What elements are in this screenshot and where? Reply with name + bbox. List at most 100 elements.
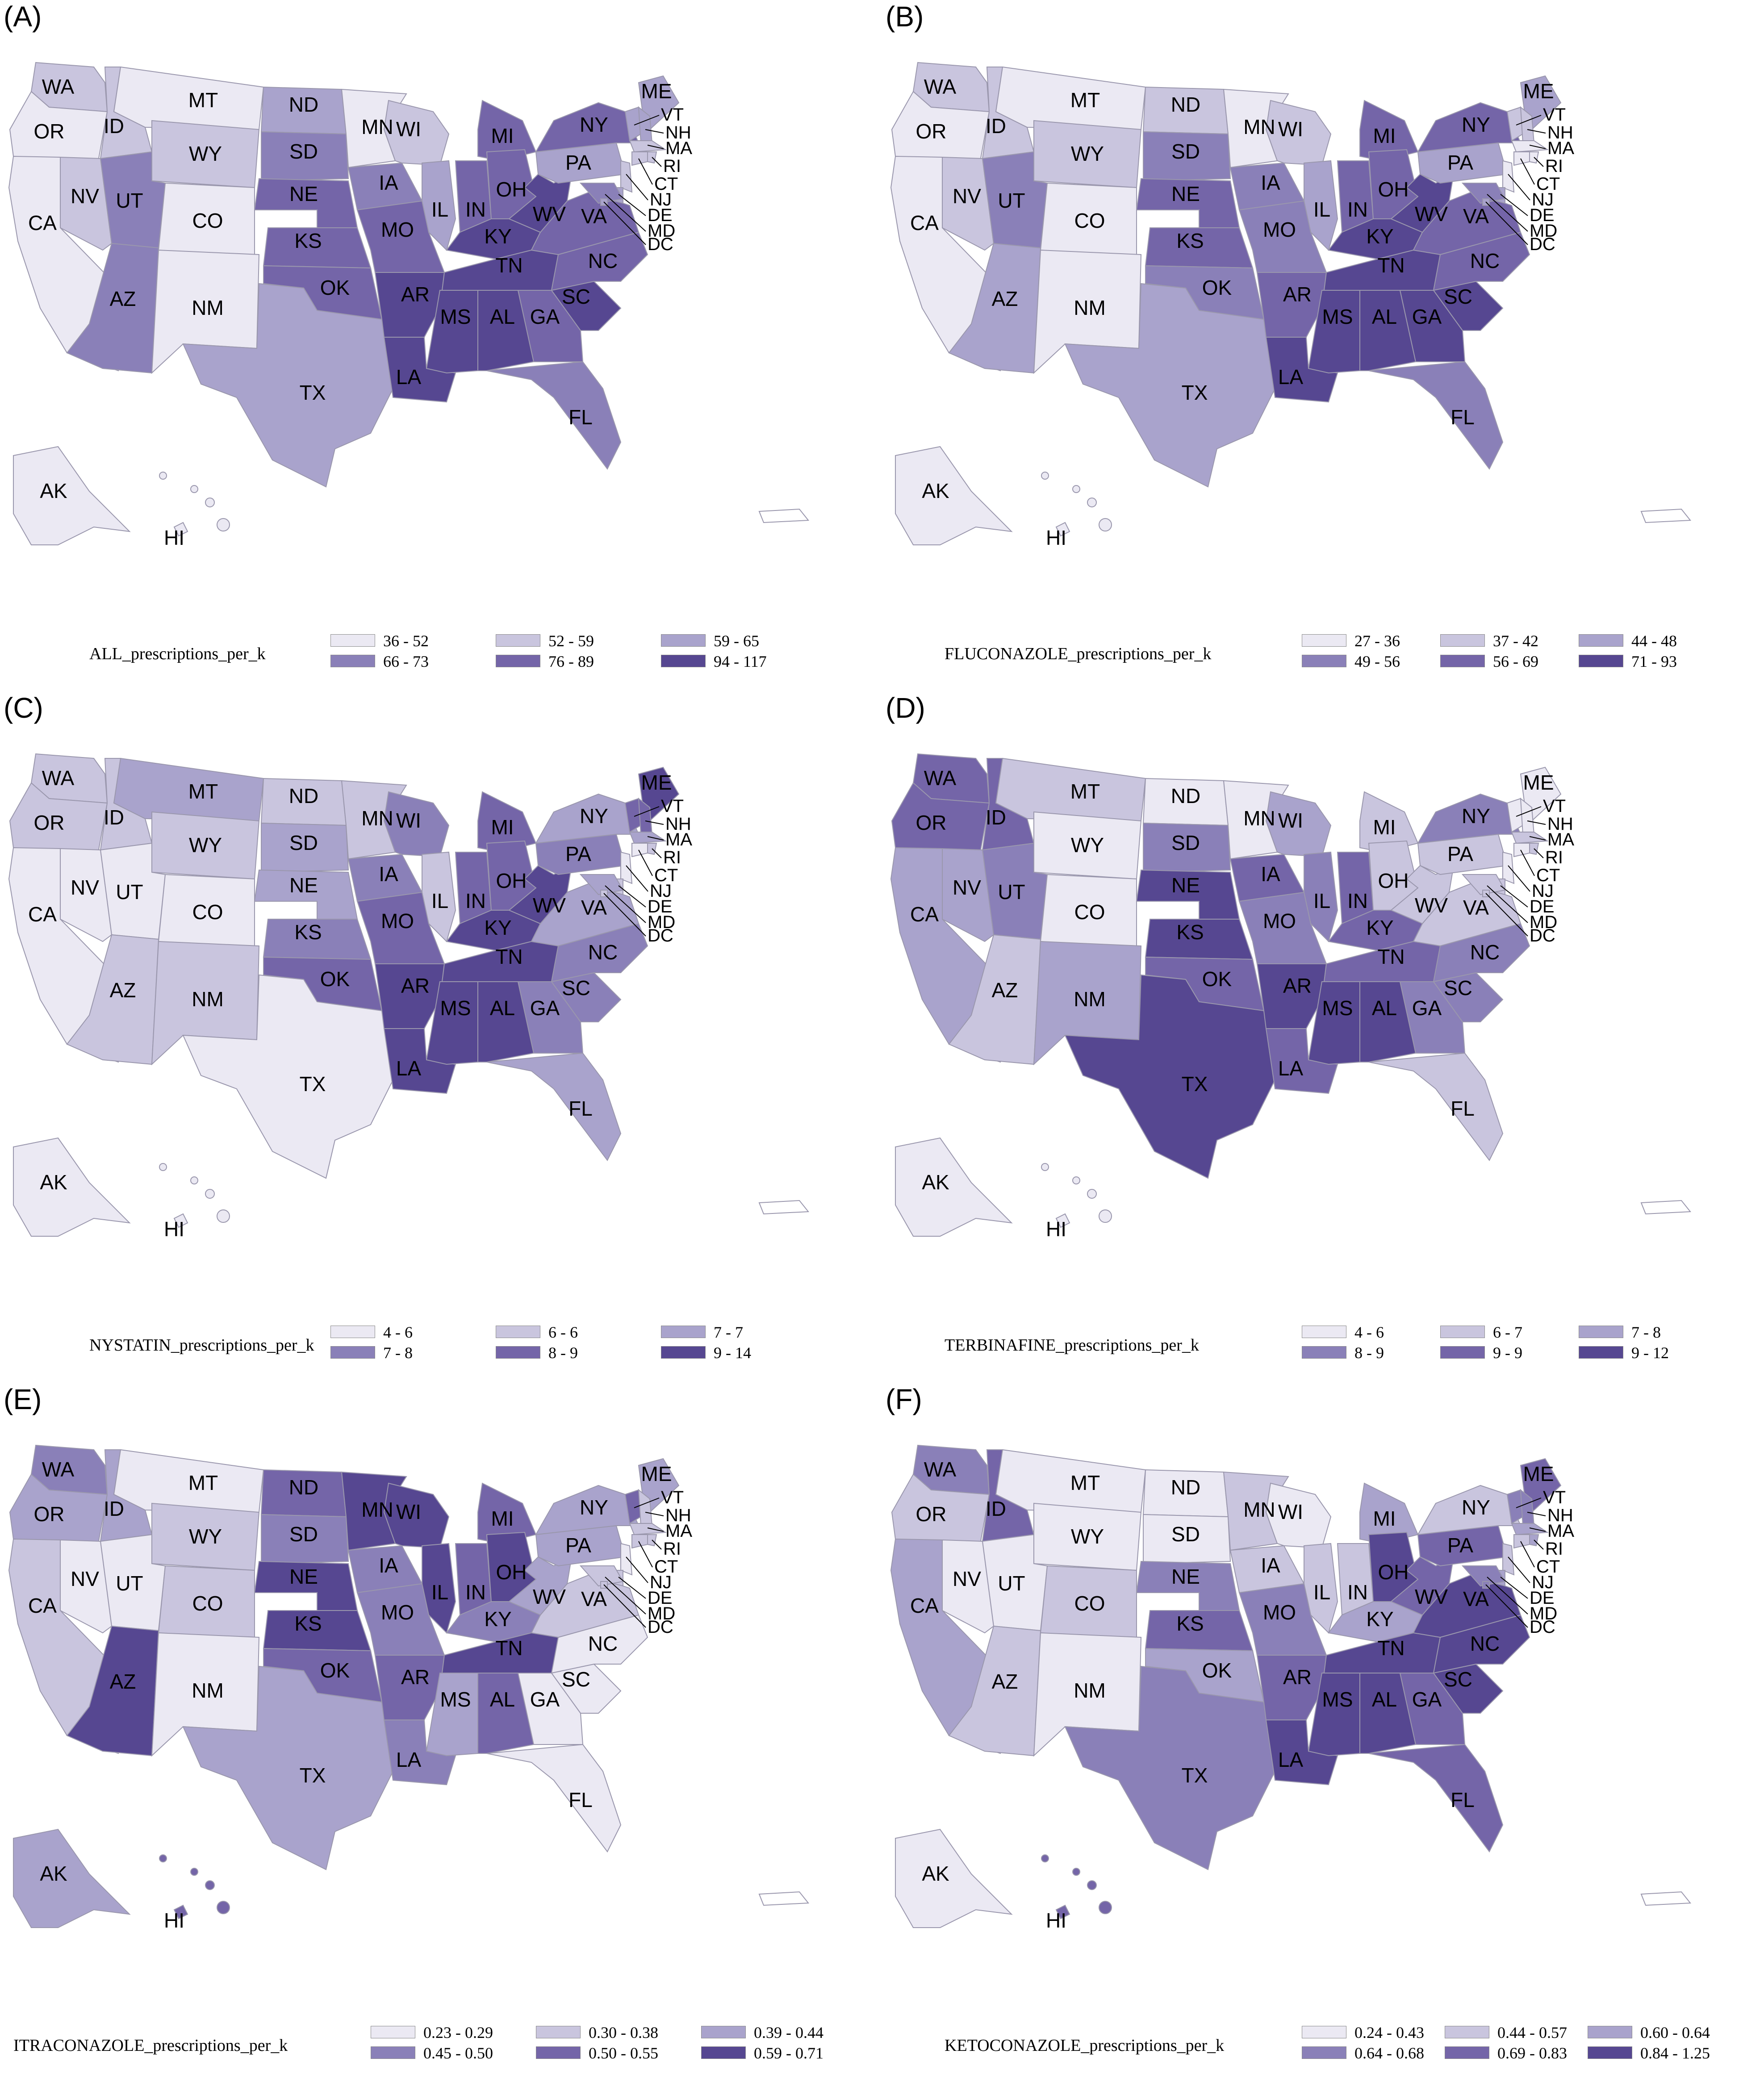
state-label-ri: RI bbox=[1545, 156, 1563, 176]
state-label-tx: TX bbox=[300, 1072, 326, 1096]
state-label-wv: WV bbox=[533, 894, 566, 917]
legend-bin-label: 71 - 93 bbox=[1631, 653, 1677, 670]
leader-line bbox=[1527, 820, 1546, 825]
state-label-me: ME bbox=[1523, 771, 1554, 794]
state-va bbox=[1413, 191, 1522, 255]
panel-label: (E) bbox=[4, 1383, 42, 1415]
leader-line bbox=[645, 820, 664, 825]
legend-swatch bbox=[330, 1346, 375, 1359]
state-label-wv: WV bbox=[1415, 1585, 1448, 1608]
state-label-nm: NM bbox=[1074, 1679, 1106, 1702]
state-ak bbox=[895, 1137, 1013, 1237]
state-label-mi: MI bbox=[491, 816, 514, 839]
state-label-ky: KY bbox=[484, 1607, 511, 1631]
state-label-nj: NJ bbox=[1532, 1573, 1554, 1592]
state-label-de: DE bbox=[1530, 897, 1555, 916]
state-label-ct: CT bbox=[654, 866, 678, 885]
state-ms bbox=[1308, 981, 1360, 1065]
state-ak bbox=[13, 1828, 131, 1928]
state-sd bbox=[261, 1514, 349, 1565]
state-az bbox=[948, 1625, 1041, 1757]
state-label-nm: NM bbox=[192, 987, 224, 1011]
legend-swatch bbox=[1588, 2026, 1632, 2038]
leader-line bbox=[652, 157, 662, 167]
state-md bbox=[1461, 183, 1506, 204]
state-label-wi: WI bbox=[396, 1500, 421, 1523]
state-label-tn: TN bbox=[1377, 945, 1405, 968]
state-label-wa: WA bbox=[42, 1458, 75, 1481]
state-label-tn: TN bbox=[495, 945, 523, 968]
state-label-hi: HI bbox=[164, 1217, 184, 1241]
leader-line bbox=[647, 1527, 664, 1532]
state-la bbox=[383, 337, 456, 403]
state-label-ak: AK bbox=[922, 479, 949, 502]
state-label-ga: GA bbox=[530, 996, 560, 1020]
state-label-az: AZ bbox=[992, 1670, 1018, 1693]
leader-line bbox=[638, 849, 653, 876]
state-label-nc: NC bbox=[1470, 941, 1500, 964]
state-label-ut: UT bbox=[998, 880, 1025, 904]
state-label-il: IL bbox=[1313, 198, 1330, 221]
state-label-nc: NC bbox=[588, 249, 618, 272]
state-ms bbox=[426, 1673, 478, 1757]
hawaii-island bbox=[205, 1189, 215, 1199]
state-label-vt: VT bbox=[1543, 796, 1566, 816]
state-tx bbox=[182, 1665, 398, 1870]
state-label-hi: HI bbox=[164, 526, 184, 549]
state-az bbox=[66, 934, 159, 1065]
state-label-il: IL bbox=[1313, 1581, 1330, 1604]
puerto-rico-outline bbox=[758, 508, 810, 523]
legend-swatch bbox=[1579, 1346, 1623, 1359]
state-md bbox=[579, 183, 624, 204]
state-ma bbox=[629, 832, 667, 844]
legend-bin-label: 66 - 73 bbox=[383, 653, 429, 670]
state-label-mt: MT bbox=[1070, 88, 1100, 112]
leader-line bbox=[603, 893, 646, 937]
state-label-co: CO bbox=[1074, 900, 1105, 924]
state-label-ca: CA bbox=[28, 903, 57, 926]
state-label-ms: MS bbox=[440, 996, 471, 1020]
hawaii-island bbox=[205, 498, 215, 507]
leader-line bbox=[1520, 1541, 1535, 1568]
state-label-md: MD bbox=[1530, 221, 1557, 241]
state-label-wa: WA bbox=[42, 766, 75, 790]
state-label-ma: MA bbox=[1547, 138, 1574, 158]
state-label-ga: GA bbox=[530, 305, 560, 328]
state-ga bbox=[517, 1673, 584, 1745]
state-label-wy: WY bbox=[1071, 833, 1104, 857]
state-label-md: MD bbox=[1530, 912, 1557, 932]
leader-line bbox=[618, 885, 646, 908]
state-label-la: LA bbox=[396, 1748, 422, 1771]
state-ms bbox=[426, 981, 478, 1065]
choropleth-map: WA OR CA ID NV MT WY UT AZ CO NM ND SD NE KS OK TX MN IA MO… bbox=[8, 62, 810, 549]
hawaii-island bbox=[205, 1880, 215, 1890]
legend-bin-label: 0.45 - 0.50 bbox=[423, 2044, 493, 2062]
state-az bbox=[948, 243, 1041, 374]
state-label-nd: ND bbox=[289, 1476, 318, 1499]
state-label-va: VA bbox=[1463, 896, 1489, 919]
legend-bin-label: 52 - 59 bbox=[548, 632, 594, 650]
state-label-nv: NV bbox=[953, 876, 981, 899]
state-al bbox=[477, 290, 535, 371]
puerto-rico-outline bbox=[1640, 1200, 1692, 1215]
legend-bin-label: 0.30 - 0.38 bbox=[589, 2024, 658, 2042]
legend-bin-label: 27 - 36 bbox=[1354, 632, 1400, 650]
state-label-ak: AK bbox=[922, 1862, 949, 1885]
state-va bbox=[531, 883, 640, 947]
state-label-co: CO bbox=[192, 900, 223, 924]
state-label-dc: DC bbox=[648, 926, 673, 945]
state-label-in: IN bbox=[465, 1581, 486, 1604]
legend-title: TERBINAFINE_prescriptions_per_k bbox=[945, 1336, 1199, 1355]
leader-line bbox=[638, 1541, 653, 1568]
state-sd bbox=[1143, 1514, 1231, 1565]
hawaii-island bbox=[217, 1209, 230, 1223]
state-sd bbox=[261, 131, 349, 182]
legend-swatch bbox=[1445, 2046, 1489, 2059]
state-label-or: OR bbox=[34, 1502, 65, 1526]
state-la bbox=[383, 1028, 456, 1094]
state-label-al: AL bbox=[490, 996, 515, 1020]
legend: NYSTATIN_prescriptions_per_k 4 - 6 6 - 6 7 … bbox=[0, 1323, 882, 1375]
state-label-wy: WY bbox=[189, 1525, 222, 1548]
hawaii-island bbox=[190, 1176, 198, 1184]
state-wi bbox=[383, 100, 450, 166]
